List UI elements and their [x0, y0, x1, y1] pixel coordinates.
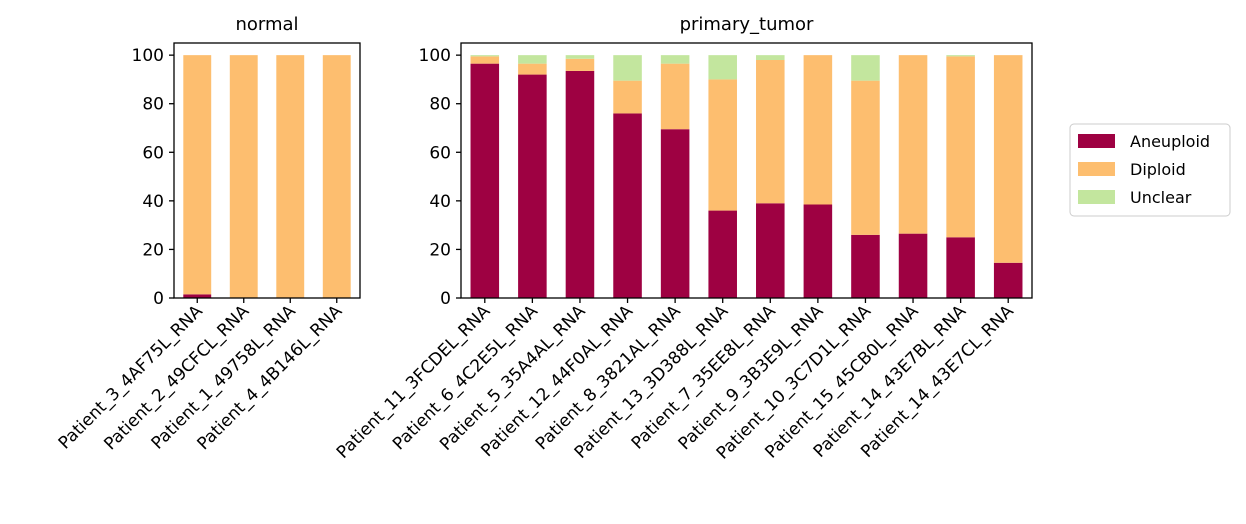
legend-swatch-aneuploid [1078, 134, 1115, 148]
bar-aneuploid-11 [993, 262, 1023, 298]
panel-title: normal [235, 14, 298, 35]
bar-diploid-1 [229, 55, 258, 298]
y-tick-label: 60 [142, 143, 164, 163]
panel-1: Patient_11_3FCDEL_RNAPatient_6_4C2E5L_RN… [333, 14, 1033, 464]
y-tick-label: 20 [142, 240, 164, 260]
legend-swatch-diploid [1078, 162, 1115, 176]
bar-aneuploid-8 [851, 234, 880, 298]
y-tick-label: 20 [429, 240, 451, 260]
y-tick-label: 0 [440, 289, 451, 309]
legend-swatch-unclear [1078, 190, 1115, 204]
panel-title: primary_tumor [680, 14, 814, 35]
bar-unclear-1 [518, 55, 547, 64]
bar-aneuploid-2 [565, 70, 595, 299]
legend-label-aneuploid: Aneuploid [1130, 132, 1210, 151]
bar-diploid-11 [993, 55, 1023, 263]
axes-frame [173, 42, 361, 299]
bar-diploid-0 [183, 55, 212, 295]
y-tick-label: 40 [429, 192, 451, 212]
bar-unclear-10 [946, 55, 975, 57]
bar-aneuploid-10 [946, 237, 975, 298]
bar-diploid-4 [660, 63, 690, 130]
bar-aneuploid-7 [803, 204, 833, 298]
bar-diploid-3 [322, 55, 351, 298]
bar-diploid-1 [518, 63, 547, 75]
y-tick-label: 0 [153, 289, 164, 309]
bar-diploid-6 [756, 60, 785, 204]
bar-aneuploid-6 [756, 203, 785, 298]
y-tick-label: 80 [429, 95, 451, 115]
bar-aneuploid-5 [708, 210, 737, 298]
bar-diploid-9 [898, 55, 928, 234]
bar-aneuploid-0 [470, 63, 500, 298]
y-tick-label: 100 [419, 46, 451, 66]
bar-diploid-2 [565, 58, 595, 71]
y-tick-label: 80 [142, 95, 164, 115]
legend-label-diploid: Diploid [1130, 160, 1186, 179]
y-tick-label: 60 [429, 143, 451, 163]
bar-diploid-7 [803, 55, 833, 205]
bar-unclear-4 [660, 55, 690, 64]
bar-diploid-8 [851, 80, 880, 235]
bar-aneuploid-0 [183, 294, 212, 298]
panel-0: Patient_3_4AF75L_RNAPatient_2_49CFCL_RNA… [55, 14, 361, 454]
bar-unclear-2 [565, 55, 595, 59]
bar-aneuploid-9 [898, 233, 928, 298]
bar-diploid-2 [276, 55, 305, 298]
bar-aneuploid-1 [518, 74, 547, 298]
legend: Aneuploid Diploid Unclear [1069, 123, 1231, 217]
bar-diploid-3 [613, 80, 642, 114]
bar-diploid-5 [708, 79, 737, 211]
bar-unclear-3 [613, 55, 642, 81]
bar-aneuploid-4 [660, 129, 690, 298]
bar-aneuploid-3 [613, 113, 642, 299]
bar-diploid-0 [470, 56, 500, 64]
bar-unclear-6 [756, 55, 785, 60]
bar-unclear-8 [851, 55, 880, 81]
bar-unclear-0 [470, 55, 500, 57]
legend-label-unclear: Unclear [1130, 188, 1192, 207]
y-tick-label: 40 [142, 192, 164, 212]
bar-diploid-10 [946, 56, 975, 238]
axes-frame [460, 42, 1033, 299]
y-tick-label: 100 [132, 46, 164, 66]
bar-unclear-5 [708, 55, 737, 80]
